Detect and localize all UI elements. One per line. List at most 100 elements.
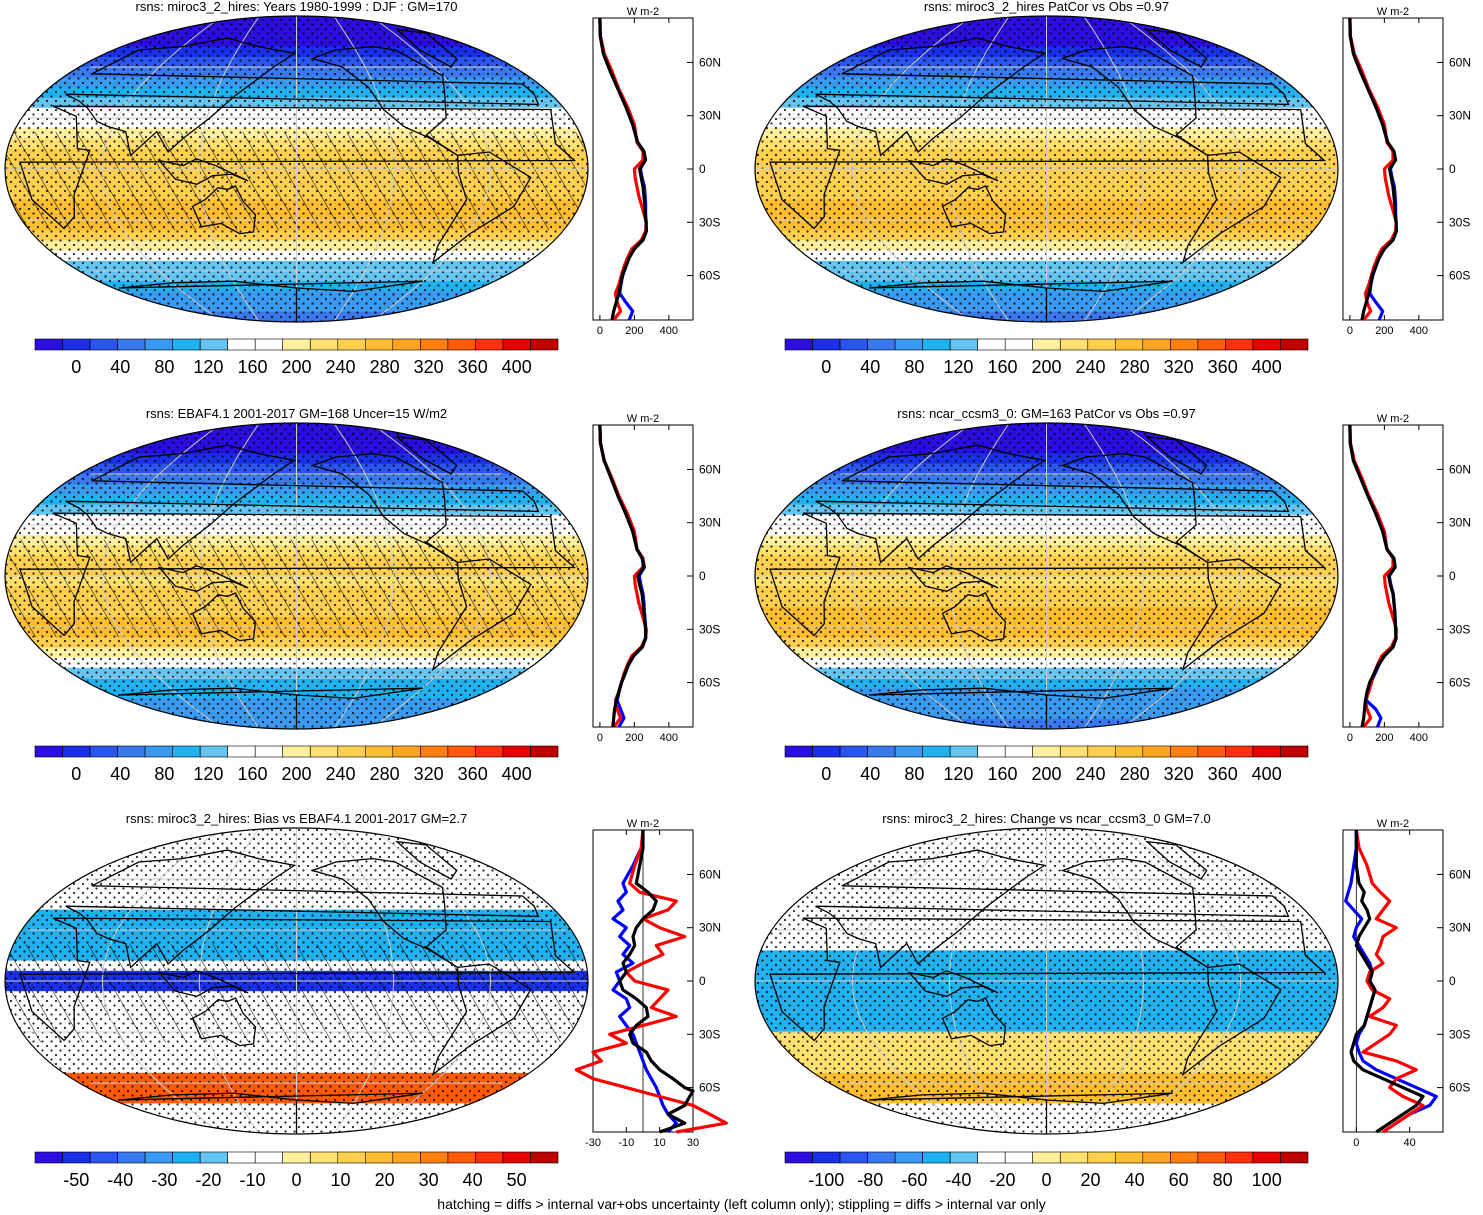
colorbar-label: 360 <box>458 764 488 784</box>
profile-lat-label: 0 <box>699 974 706 988</box>
coastline-eurasia <box>65 37 540 157</box>
colorbar-box <box>447 1151 476 1164</box>
colorbar-box <box>392 745 421 758</box>
colorbar-label: 200 <box>1031 357 1061 377</box>
colorbar-box <box>172 745 201 758</box>
colorbar-box <box>1087 338 1116 351</box>
colorbar-label: 120 <box>193 357 223 377</box>
colorbar-label: -20 <box>195 1170 221 1190</box>
zonal-profile-3: 0 200 400 W m-2 60N 30N 0 30S 60S <box>592 413 721 744</box>
profile-xtick-label: 400 <box>1410 732 1428 744</box>
colorbar-box <box>1197 1151 1226 1164</box>
graticule-lon <box>101 423 223 729</box>
colorbar-box <box>117 338 146 351</box>
colorbar-3: 0 40 80 120 160 200 240 280 320 360 400 <box>34 745 559 784</box>
profile-xtick-label: 400 <box>1410 325 1428 337</box>
profile-xtick-label: 0 <box>597 325 603 337</box>
colorbar-label: 200 <box>1031 764 1061 784</box>
colorbar-label: 280 <box>370 357 400 377</box>
colorbar-label: 40 <box>1125 1170 1145 1190</box>
colorbar-box <box>254 338 283 351</box>
colorbar-box <box>502 1151 531 1164</box>
coastline-greenland <box>1145 840 1208 880</box>
colorbar-box <box>392 1151 421 1164</box>
profile-xtick-label: 200 <box>1375 325 1393 337</box>
colorbar-label: 20 <box>375 1170 395 1190</box>
colorbar-box <box>502 745 531 758</box>
coastline-australia <box>941 997 1007 1047</box>
colorbar-box <box>812 745 841 758</box>
colorbar-box <box>172 338 201 351</box>
colorbar-label: 40 <box>110 357 130 377</box>
graticule-lon <box>333 423 395 729</box>
colorbar-label: 240 <box>325 764 355 784</box>
colorbar-box <box>530 338 559 351</box>
profile-xtick-label: 0 <box>597 732 603 744</box>
colorbar-box <box>144 1151 173 1164</box>
coastline-australia <box>941 185 1007 235</box>
colorbar-box <box>1142 338 1171 351</box>
colorbar-box <box>812 1151 841 1164</box>
colorbar-box <box>1170 338 1199 351</box>
profile-lat-label: 30S <box>1449 1027 1470 1041</box>
colorbar-box <box>337 745 366 758</box>
colorbar-label: 0 <box>821 357 831 377</box>
panel-title: rsns: ncar_ccsm3_0: GM=163 PatCor vs Obs… <box>897 406 1195 421</box>
colorbar-box <box>254 745 283 758</box>
colorbar-box <box>894 1151 923 1164</box>
colorbar-box <box>922 1151 951 1164</box>
colorbar-box <box>89 1151 118 1164</box>
colorbar-box <box>117 745 146 758</box>
graticule-lon <box>198 16 260 322</box>
colorbar-label: 100 <box>1252 1170 1282 1190</box>
coastline-australia <box>191 185 257 235</box>
colorbar-box <box>1032 1151 1061 1164</box>
colorbar-box <box>1170 1151 1199 1164</box>
colorbar-box <box>447 745 476 758</box>
colorbar-label: 80 <box>1213 1170 1233 1190</box>
map-panel-1: rsns: miroc3_2_hires: Years 1980-1999 : … <box>4 0 589 323</box>
graticule-lon <box>198 423 260 729</box>
profile-lat-label: 30S <box>1449 622 1470 636</box>
coastline-africa <box>769 917 1327 1042</box>
colorbar-label: 320 <box>414 357 444 377</box>
colorbar-label: 240 <box>1075 357 1105 377</box>
colorbar-label: 320 <box>1164 357 1194 377</box>
colorbar-label: 360 <box>1208 764 1238 784</box>
panel-title: rsns: miroc3_2_hires: Bias vs EBAF4.1 20… <box>126 811 467 826</box>
colorbar-label: 240 <box>325 357 355 377</box>
profile-unit-label: W m-2 <box>627 6 659 18</box>
zonal-profile-4: 0 200 400 W m-2 60N 30N 0 30S 60S <box>1342 413 1471 744</box>
colorbar-5: -50 -40 -30 -20 -10 0 10 20 30 40 50 <box>34 1151 559 1190</box>
map-border <box>4 15 589 323</box>
profile-xtick-label: 200 <box>625 732 643 744</box>
coastline-north-america <box>310 857 458 968</box>
profile-lat-label: 0 <box>699 162 706 176</box>
colorbar-box <box>337 338 366 351</box>
colorbar-box <box>34 338 63 351</box>
colorbar-box <box>1142 745 1171 758</box>
coastline-north-america <box>1060 452 1208 563</box>
colorbar-label: 40 <box>110 764 130 784</box>
colorbar-label: 40 <box>860 764 880 784</box>
graticule-lon <box>1120 16 1242 322</box>
colorbar-box <box>420 338 449 351</box>
coastline-maritime-asia <box>907 970 999 997</box>
colorbar-label: 50 <box>507 1170 527 1190</box>
coastline-south-america <box>431 963 532 1077</box>
colorbar-label: 120 <box>193 764 223 784</box>
colorbar-box <box>62 745 91 758</box>
colorbar-box <box>977 745 1006 758</box>
colorbar-label: 280 <box>370 764 400 784</box>
map-panel-2: rsns: miroc3_2_hires PatCor vs Obs =0.97 <box>754 0 1339 323</box>
colorbar-box <box>34 1151 63 1164</box>
coastline-north-america <box>1060 45 1208 156</box>
colorbar-box <box>1225 338 1254 351</box>
coastline-eurasia <box>815 849 1290 969</box>
zonal-profile-2: 0 200 400 W m-2 60N 30N 0 30S 60S <box>1342 6 1471 337</box>
colorbar-label: -40 <box>107 1170 133 1190</box>
profile-line-model <box>598 17 649 321</box>
panel-title: rsns: miroc3_2_hires PatCor vs Obs =0.97 <box>924 0 1169 14</box>
profile-unit-label: W m-2 <box>1377 413 1409 425</box>
profile-lat-label: 0 <box>699 569 706 583</box>
